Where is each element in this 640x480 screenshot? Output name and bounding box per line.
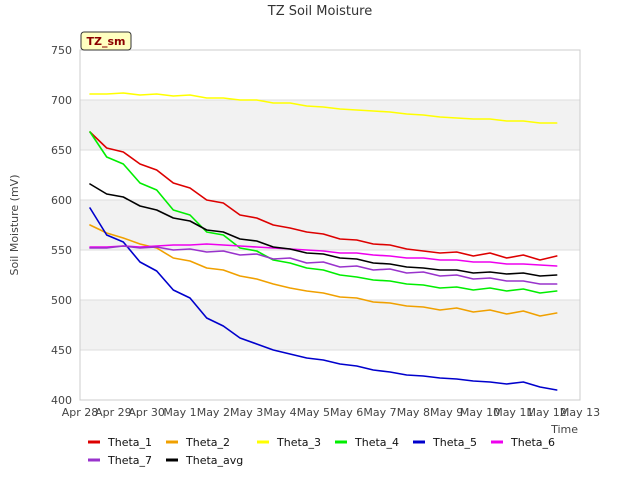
series-line-theta-2	[89, 224, 558, 317]
series-line-theta-6	[89, 243, 558, 267]
y-tick-label: 700	[51, 94, 72, 107]
series-line-theta-avg	[89, 183, 558, 277]
series-lines	[89, 92, 558, 391]
x-axis-title: Time	[550, 423, 578, 436]
legend-label-theta-3: Theta_3	[276, 436, 321, 449]
y-tick-label: 500	[51, 294, 72, 307]
x-tick-label: May 2	[197, 406, 230, 419]
y-tick-label: 750	[51, 44, 72, 57]
x-tick-label: May 10	[460, 406, 500, 419]
series-line-theta-5	[89, 207, 558, 391]
y-tick-label: 650	[51, 144, 72, 157]
x-tick-label: May 4	[263, 406, 296, 419]
y-tick-label: 400	[51, 394, 72, 407]
y-tick-label: 600	[51, 194, 72, 207]
x-tick-label: May 9	[430, 406, 463, 419]
x-tick-label: May 5	[297, 406, 330, 419]
legend-label-theta-avg: Theta_avg	[185, 454, 243, 467]
x-tick-label: Apr 29	[95, 406, 132, 419]
x-tick-label: May 12	[527, 406, 567, 419]
y-tick-label: 550	[51, 244, 72, 257]
series-line-theta-3	[89, 92, 558, 124]
legend: Theta_1 Theta_2 Theta_3 Theta_4 Theta_5 Theta…	[88, 436, 555, 467]
x-tick-label: May 7	[363, 406, 396, 419]
plot-bands	[80, 100, 580, 350]
plot-frame	[79, 49, 581, 401]
site-label-box: TZ_sm	[80, 31, 132, 51]
chart-title: TZ Soil Moisture	[267, 4, 373, 19]
legend-label-theta-1: Theta_1	[107, 436, 152, 449]
legend-label-theta-2: Theta_2	[185, 436, 230, 449]
legend-label-theta-6: Theta_6	[510, 436, 555, 449]
series-line-theta-4	[89, 131, 558, 294]
y-axis-ticks: 400 450 500 550 600 650 700 750	[51, 44, 72, 407]
x-tick-label: May 3	[230, 406, 263, 419]
legend-label-theta-5: Theta_5	[432, 436, 477, 449]
legend-label-theta-4: Theta_4	[354, 436, 399, 449]
x-tick-label: May 13	[560, 406, 600, 419]
series-line-theta-7	[89, 245, 558, 285]
y-tick-label: 450	[51, 344, 72, 357]
legend-label-theta-7: Theta_7	[107, 454, 152, 467]
x-tick-label: May 1	[163, 406, 196, 419]
series-line-theta-1	[89, 131, 558, 261]
x-tick-label: May 6	[330, 406, 363, 419]
x-tick-label: May 11	[493, 406, 533, 419]
x-tick-label: Apr 30	[128, 406, 165, 419]
plot-band	[80, 200, 580, 250]
plot-band	[80, 300, 580, 350]
x-tick-label: May 8	[397, 406, 430, 419]
x-tick-label: Apr 28	[62, 406, 99, 419]
y-axis-title: Soil Moisture (mV)	[8, 175, 21, 276]
site-label: TZ_sm	[87, 35, 126, 48]
